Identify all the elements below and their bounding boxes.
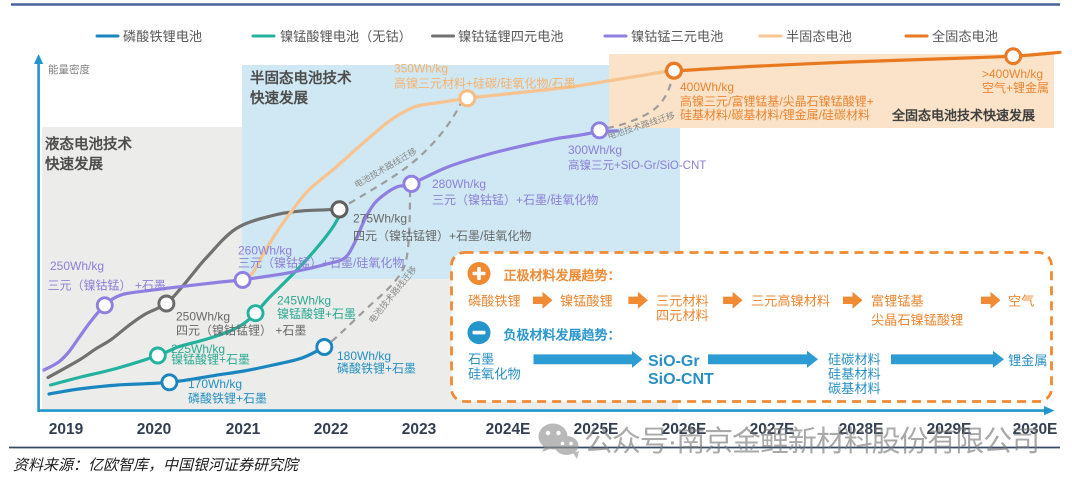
svg-text:2023: 2023 (402, 421, 437, 438)
svg-text:275Wh/kg: 275Wh/kg (353, 212, 407, 226)
svg-text:能量密度: 能量密度 (48, 63, 90, 76)
svg-text:170Wh/kg: 170Wh/kg (188, 377, 242, 391)
svg-text:硅基材料/碳基材料/锂金属/硅碳材料: 硅基材料/碳基材料/锂金属/硅碳材料 (680, 107, 870, 122)
svg-text:2019: 2019 (49, 421, 84, 438)
svg-text:镍锰酸锂+石墨: 镍锰酸锂+石墨 (277, 306, 356, 321)
svg-text:三元（镍钴锰） +石墨: 三元（镍钴锰） +石墨 (48, 278, 166, 293)
svg-text:2021: 2021 (226, 421, 261, 438)
svg-text:镍钴锰锂四元电池: 镍钴锰锂四元电池 (458, 29, 564, 44)
svg-text:液态电池技术: 液态电池技术 (45, 135, 132, 153)
svg-text:磷酸铁锂: 磷酸铁锂 (468, 294, 521, 309)
svg-text:镍锰酸锂电池（无钴）: 镍锰酸锂电池（无钴） (280, 29, 412, 44)
svg-text:磷酸铁锂+石墨: 磷酸铁锂+石墨 (188, 391, 267, 406)
svg-text:资料来源：亿欧智库，中国银河证券研究院: 资料来源：亿欧智库，中国银河证券研究院 (13, 457, 300, 474)
svg-text:镍钴锰三元电池: 镍钴锰三元电池 (631, 29, 723, 44)
svg-text:245Wh/kg: 245Wh/kg (277, 294, 331, 308)
svg-text:石墨: 石墨 (468, 352, 494, 367)
svg-text:三元（镍钴锰）+石墨/硅氧化物: 三元（镍钴锰）+石墨/硅氧化物 (238, 255, 404, 270)
svg-text:250Wh/kg: 250Wh/kg (50, 259, 104, 273)
svg-text:2028E: 2028E (839, 421, 884, 438)
svg-text:400Wh/kg: 400Wh/kg (680, 80, 734, 94)
svg-text:300Wh/kg: 300Wh/kg (568, 143, 622, 157)
svg-text:SiO-Gr: SiO-Gr (648, 353, 700, 370)
svg-text:碳基材料: 碳基材料 (828, 381, 881, 396)
svg-text:225Wh/kg: 225Wh/kg (171, 342, 225, 356)
svg-text:高镍三元/富锂锰基/尖晶石镍锰酸锂+: 高镍三元/富锂锰基/尖晶石镍锰酸锂+ (680, 94, 874, 109)
svg-text:2030E: 2030E (1013, 421, 1058, 438)
svg-text:硅氧化物: 硅氧化物 (468, 367, 521, 382)
svg-text:尖晶石镍锰酸锂: 尖晶石镍锰酸锂 (871, 313, 963, 328)
svg-text:四元（镍钴锰锂）+石墨/硅氧化物: 四元（镍钴锰锂）+石墨/硅氧化物 (353, 228, 531, 243)
svg-text:半固态电池技术: 半固态电池技术 (250, 69, 352, 87)
svg-text:250Wh/kg: 250Wh/kg (176, 310, 230, 324)
svg-text:负极材料发展趋势：: 负极材料发展趋势： (504, 328, 621, 343)
svg-text:空气: 空气 (1008, 294, 1034, 309)
svg-text:磷酸铁锂+石墨: 磷酸铁锂+石墨 (337, 361, 416, 376)
svg-text:2025E: 2025E (574, 421, 619, 438)
svg-text:高镍三元材料+硅碳/硅氧化物/石墨: 高镍三元材料+硅碳/硅氧化物/石墨 (394, 76, 576, 91)
svg-text:半固态电池: 半固态电池 (786, 29, 852, 44)
svg-text:2022: 2022 (314, 421, 348, 438)
svg-text:260Wh/kg: 260Wh/kg (238, 244, 292, 258)
svg-text:SiO-CNT: SiO-CNT (648, 371, 714, 388)
svg-text:锂金属: 锂金属 (1008, 353, 1048, 368)
svg-text:富锂锰基: 富锂锰基 (871, 293, 924, 309)
svg-text:磷酸铁锂电池: 磷酸铁锂电池 (123, 29, 202, 44)
svg-text:2029E: 2029E (927, 421, 972, 438)
svg-text:350Wh/kg: 350Wh/kg (394, 62, 448, 76)
svg-text:镍锰酸锂: 镍锰酸锂 (560, 294, 613, 309)
svg-text:空气+锂金属: 空气+锂金属 (982, 80, 1049, 95)
svg-text:全固态电池: 全固态电池 (932, 28, 998, 44)
svg-text:四元材料: 四元材料 (656, 308, 709, 323)
svg-text:2027E: 2027E (750, 421, 795, 438)
svg-text:高镍三元+SiO-Gr/SiO-CNT: 高镍三元+SiO-Gr/SiO-CNT (568, 158, 706, 172)
svg-text:三元材料: 三元材料 (656, 294, 709, 309)
svg-text:正极材料发展趋势：: 正极材料发展趋势： (504, 268, 621, 283)
svg-text:全固态电池技术快速发展: 全固态电池技术快速发展 (891, 108, 1036, 123)
svg-text:2024E: 2024E (486, 421, 531, 438)
svg-text:180Wh/kg: 180Wh/kg (337, 349, 391, 363)
svg-text:280Wh/kg: 280Wh/kg (432, 177, 486, 191)
svg-text:镍锰酸锂+石墨: 镍锰酸锂+石墨 (171, 352, 250, 367)
svg-text:>400Wh/kg: >400Wh/kg (982, 67, 1043, 81)
svg-text:快速发展: 快速发展 (250, 89, 308, 107)
svg-text:硅碳材料: 硅碳材料 (828, 352, 881, 367)
svg-text:2026E: 2026E (662, 421, 707, 438)
svg-text:公众号·南京金鲤新材料股份有限公司: 公众号·南京金鲤新材料股份有限公司 (584, 425, 1040, 458)
svg-text:三元高镍材料: 三元高镍材料 (751, 293, 830, 309)
svg-text:2020: 2020 (137, 421, 171, 438)
svg-text:四元（镍钴锰锂） +石墨: 四元（镍钴锰锂） +石墨 (176, 323, 306, 338)
svg-text:三元（镍钴锰）+石墨/硅氧化物: 三元（镍钴锰）+石墨/硅氧化物 (432, 192, 598, 207)
svg-text:硅基材料: 硅基材料 (828, 367, 881, 382)
svg-text:快速发展: 快速发展 (45, 155, 103, 173)
